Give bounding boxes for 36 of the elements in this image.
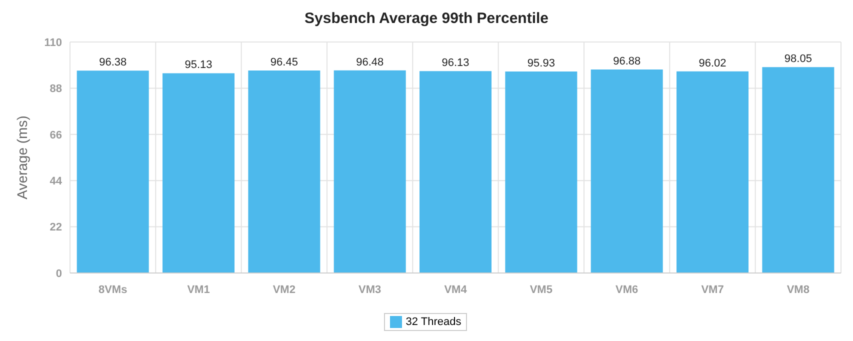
x-tick-label: VM8 [786,284,810,296]
x-tick-label: VM2 [272,284,296,296]
data-label: 96.48 [356,56,384,68]
data-label: 96.45 [270,56,298,68]
x-tick-label: VM5 [530,284,552,296]
x-tick-label: VM7 [701,284,724,296]
y-tick-label: 88 [50,83,62,96]
y-tick-label: 66 [50,129,62,142]
legend-label: 32 Threads [384,313,468,331]
data-label: 95.93 [527,58,555,70]
data-label: 96.02 [698,57,726,70]
y-tick-label: 0 [56,268,62,280]
y-tick-label: 110 [44,36,62,49]
y-tick-label: 22 [50,222,62,234]
bar [76,70,149,273]
bar [248,70,320,273]
x-tick-label: VM3 [358,284,382,296]
bar [162,73,235,273]
bar [334,70,406,273]
bar [420,71,492,273]
x-tick-label: VM4 [444,284,468,296]
data-label: 98.05 [784,53,812,66]
bar [505,72,578,273]
data-label: 96.13 [442,57,470,70]
data-label: 96.38 [99,56,127,69]
data-label: 96.88 [613,56,641,68]
x-tick-label: VM6 [616,284,638,296]
y-tick-label: 44 [50,176,63,188]
bar [762,67,834,273]
chart-title: Sysbench Average 99th Percentile [304,10,550,27]
bar [676,71,749,273]
y-axis-title: Average (ms) [14,116,30,200]
x-tick-label: VM1 [187,284,210,296]
bar [590,70,663,273]
data-label: 95.13 [184,59,212,72]
x-tick-label: 8VMs [98,284,128,296]
